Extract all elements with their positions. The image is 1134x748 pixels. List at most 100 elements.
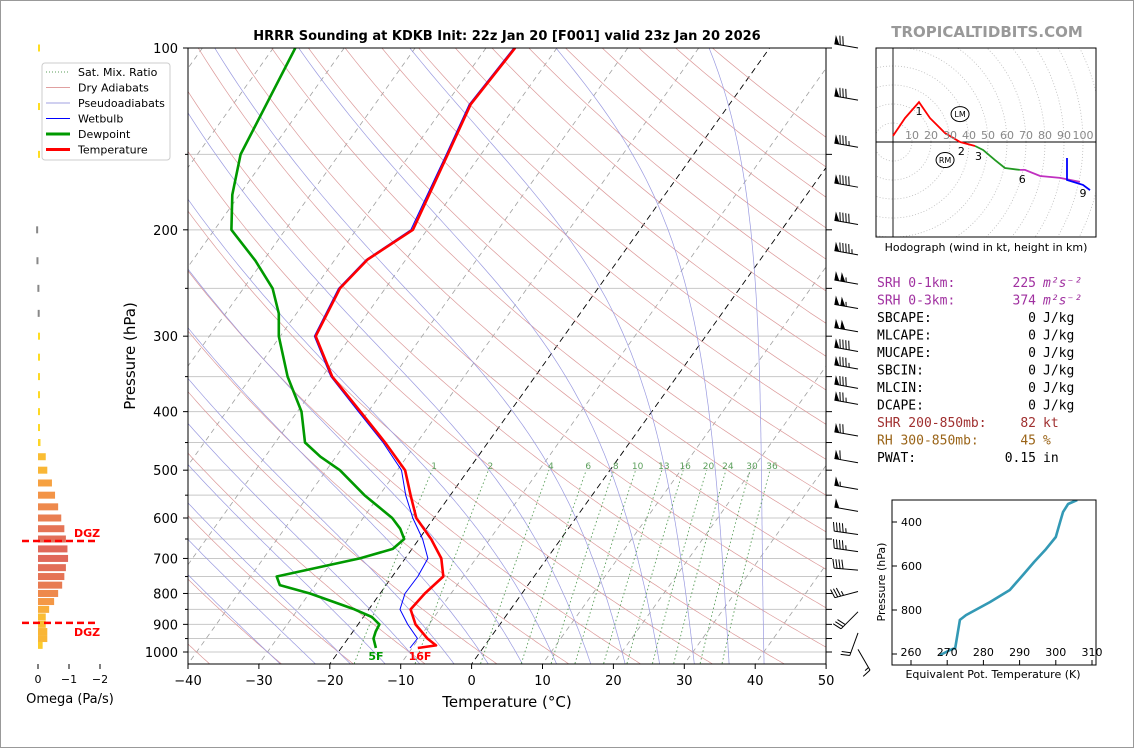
stat-label: MLCIN: bbox=[877, 381, 924, 396]
hodograph-trace bbox=[892, 100, 976, 147]
barb-full bbox=[835, 587, 842, 597]
omega-bar bbox=[38, 491, 56, 499]
skewt-axes: −40 −30 −20 −10 0 10 20 30 40 50 100 200 300 400 500 60… bbox=[145, 42, 834, 689]
dry-adiabat bbox=[188, 330, 570, 664]
hodograph-height-label: 1 bbox=[916, 105, 923, 118]
stat-label: MLCAPE: bbox=[877, 329, 932, 344]
mixing-ratio-label: 8 bbox=[613, 462, 619, 472]
omega-bar bbox=[38, 373, 40, 381]
temperature-line bbox=[314, 48, 517, 650]
mixing-ratio-line bbox=[603, 470, 663, 664]
barb-flag bbox=[834, 35, 840, 45]
stat-unit: J/kg bbox=[1043, 311, 1074, 326]
omega-bar bbox=[38, 605, 50, 613]
theta-e-x-tick-label: 260 bbox=[901, 646, 922, 659]
isotherm-line bbox=[258, 48, 700, 664]
isotherm-line bbox=[188, 48, 629, 664]
stat-unit: % bbox=[1043, 434, 1051, 449]
omega-bar bbox=[38, 564, 66, 572]
barb-full bbox=[841, 651, 851, 654]
barb-staff bbox=[857, 649, 871, 671]
wind-barb bbox=[834, 423, 859, 437]
stat-value: 45 bbox=[1020, 434, 1036, 449]
hodograph-ring-label: 10 bbox=[905, 129, 919, 142]
dry-adiabat bbox=[188, 452, 426, 664]
barb-full bbox=[838, 559, 841, 569]
wind-barb bbox=[834, 211, 859, 226]
brand-watermark: TROPICALTIDBITS.COM bbox=[891, 23, 1083, 41]
barb-full bbox=[832, 623, 842, 630]
wind-barb bbox=[834, 295, 859, 310]
dry-adiabat bbox=[344, 48, 826, 460]
hodograph-trace bbox=[1066, 158, 1091, 191]
pseudoadiabat bbox=[298, 48, 661, 664]
x-tick-label: 30 bbox=[676, 674, 693, 689]
dgz-label-top: DGZ bbox=[74, 527, 100, 540]
stat-value: 0 bbox=[1028, 399, 1036, 414]
x-tick-label: 50 bbox=[818, 674, 835, 689]
stat-unit: J/kg bbox=[1043, 329, 1074, 344]
barb-staff bbox=[834, 250, 859, 256]
barb-flag bbox=[834, 498, 840, 509]
omega-bar bbox=[38, 589, 59, 597]
barb-flag bbox=[840, 272, 846, 282]
wind-barb bbox=[833, 539, 859, 553]
barb-staff bbox=[834, 547, 859, 553]
omega-axis-label: Omega (Pa/s) bbox=[26, 692, 114, 707]
barb-staff bbox=[834, 484, 859, 490]
stat-label: PWAT: bbox=[877, 451, 916, 466]
wind-barb bbox=[834, 498, 859, 512]
plot-frame bbox=[187, 47, 827, 665]
x-tick-label: 10 bbox=[534, 674, 551, 689]
omega-bar bbox=[38, 525, 65, 533]
mixing-ratio-label: 13 bbox=[658, 462, 669, 472]
mixing-ratio-label: 10 bbox=[632, 462, 644, 472]
pseudoadiabat bbox=[188, 502, 351, 664]
barb-staff bbox=[849, 632, 859, 656]
stat-row: SHR 200-850mb: 82 kt bbox=[877, 416, 1059, 431]
stat-value: 0.15 bbox=[1005, 451, 1036, 466]
omega-bar bbox=[38, 554, 69, 562]
storm-motion-marker bbox=[950, 106, 970, 123]
pseudoadiabat bbox=[188, 268, 523, 664]
stat-row: SBCIN: 0 J/kg bbox=[877, 364, 1074, 379]
stat-value: 0 bbox=[1028, 346, 1036, 361]
barb-full bbox=[835, 539, 838, 549]
stat-value: 225 bbox=[1013, 276, 1036, 291]
omega-bar bbox=[38, 641, 43, 649]
wind-barb bbox=[834, 476, 859, 490]
stat-unit: J/kg bbox=[1043, 381, 1074, 396]
dry-adiabat bbox=[197, 48, 826, 609]
pseudoadiabat bbox=[188, 538, 316, 664]
stat-value: 374 bbox=[1013, 294, 1037, 309]
x-tick-label: 40 bbox=[747, 674, 764, 689]
omega-bar bbox=[38, 453, 46, 461]
omega-tick-label: −1 bbox=[61, 673, 77, 686]
legend-label: Dry Adiabats bbox=[78, 82, 149, 95]
barb-staff bbox=[834, 458, 859, 464]
stat-value: 0 bbox=[1028, 364, 1036, 379]
y-tick-label: 600 bbox=[153, 512, 178, 527]
hodograph-height-label: 2 bbox=[958, 145, 965, 158]
mixing-ratio-line bbox=[574, 470, 637, 664]
barb-staff bbox=[834, 431, 859, 437]
isotherm-line bbox=[683, 464, 826, 664]
wind-barb bbox=[834, 318, 859, 333]
theta-e-y-label: Pressure (hPa) bbox=[875, 543, 888, 622]
omega-bar bbox=[38, 635, 48, 643]
barb-flag bbox=[834, 423, 840, 433]
y-axis-label: Pressure (hPa) bbox=[121, 302, 139, 410]
barb-flag bbox=[834, 356, 840, 366]
dry-adiabat bbox=[381, 48, 826, 425]
y-tick-label: 900 bbox=[153, 618, 178, 633]
dry-adiabat bbox=[188, 578, 283, 664]
wind-barb bbox=[834, 391, 859, 405]
omega-bar bbox=[38, 503, 59, 511]
stat-unit: m²s⁻² bbox=[1042, 294, 1082, 309]
dry-adiabat bbox=[454, 48, 826, 357]
mixing-ratio-label: 20 bbox=[703, 462, 715, 472]
barb-full bbox=[841, 559, 844, 569]
isotherm-line bbox=[188, 48, 416, 367]
isotherm-line bbox=[188, 48, 558, 566]
